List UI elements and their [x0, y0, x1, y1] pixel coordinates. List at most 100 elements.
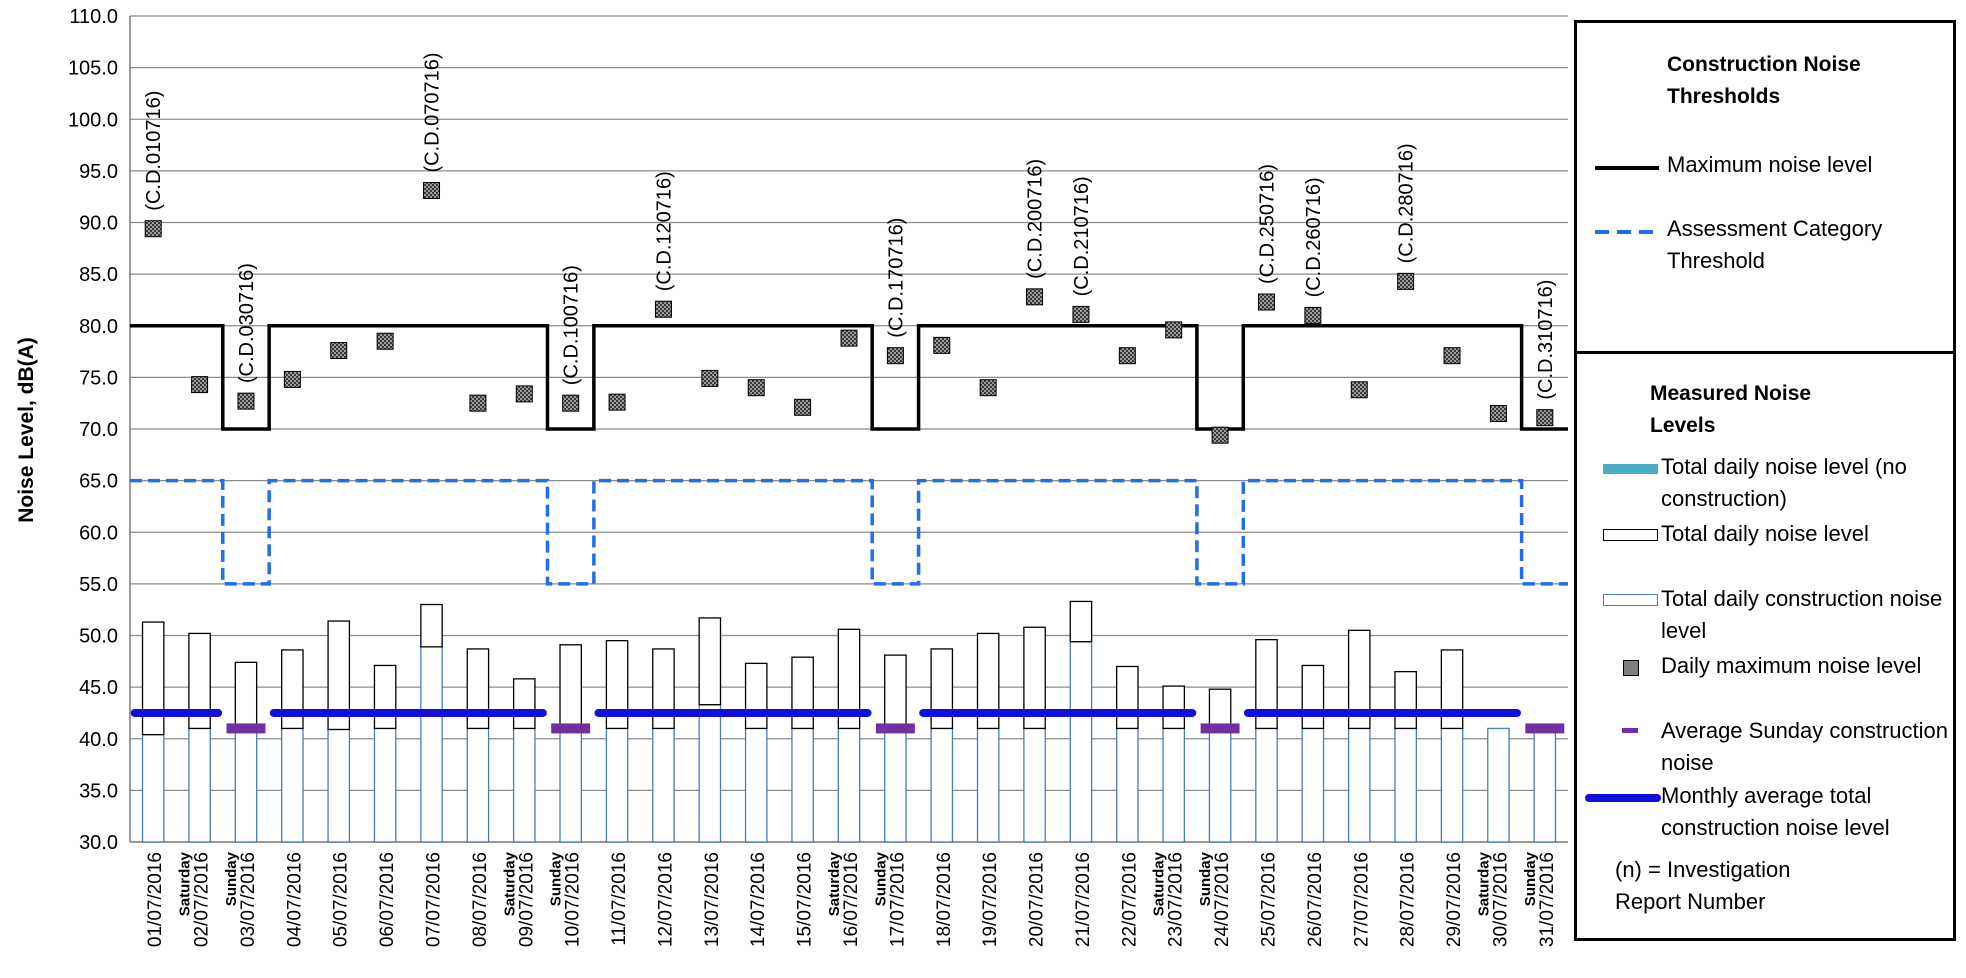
- y-tick-label: 30.0: [79, 832, 118, 854]
- x-tick-label: 28/07/2016: [1398, 852, 1419, 947]
- construction-bar: [884, 727, 907, 843]
- x-tick-label: 24/07/2016: [1212, 852, 1233, 947]
- y-tick-label: 85.0: [79, 264, 118, 286]
- total-daily-bar: [837, 628, 861, 730]
- total-daily-bar: [512, 678, 536, 730]
- investigation-annotation: (C.D.030716): [236, 263, 258, 383]
- daily-max-marker: [1350, 381, 1368, 399]
- x-tick-label: 18/07/2016: [934, 852, 955, 947]
- x-tick-label: 01/07/2016: [145, 852, 166, 947]
- legend-item-sunday-avg: Average Sunday construction noise: [1661, 718, 1948, 775]
- x-tick-label: 07/07/2016: [424, 852, 445, 947]
- legend-item-monthly-avg: Monthly average total construction noise…: [1661, 783, 1890, 840]
- total-daily-bar: [605, 640, 629, 730]
- maximum-noise-level-line: [130, 324, 1568, 431]
- total-daily-bar: [744, 662, 768, 730]
- total-daily-bar: [234, 661, 258, 730]
- total-daily-bar: [1301, 664, 1325, 730]
- investigation-annotation: (C.D.200716): [1025, 159, 1047, 279]
- y-tick-label: 35.0: [79, 780, 118, 802]
- legend-item-total-daily: Total daily noise level: [1661, 521, 1869, 546]
- legend-item-construction: Total daily construction noise level: [1661, 586, 1943, 643]
- total-daily-bar: [1394, 670, 1417, 730]
- total-daily-bar: [1023, 626, 1046, 730]
- construction-bar: [1301, 727, 1325, 843]
- total-daily-bar: [1208, 688, 1232, 730]
- construction-bar: [281, 727, 304, 843]
- daily-max-marker: [1211, 426, 1229, 444]
- total-daily-bar: [1116, 665, 1139, 730]
- total-daily-bar: [1162, 685, 1186, 730]
- x-tick-label: 22/07/2016: [1119, 852, 1140, 947]
- x-tick-label: 11/07/2016: [609, 852, 630, 946]
- legend-item-no-construction: Total daily noise level (no construction…: [1661, 454, 1907, 511]
- investigation-annotation: (C.D.280716): [1396, 143, 1418, 263]
- daily-max-marker: [191, 376, 209, 394]
- x-tick-label: 19/07/2016: [980, 852, 1001, 947]
- legend-thresholds: Construction Noise Thresholds Maximum no…: [1574, 20, 1956, 362]
- total-daily-bar: [1347, 629, 1371, 730]
- construction-bar: [930, 727, 954, 843]
- daily-max-marker: [376, 332, 394, 350]
- construction-bar: [1023, 727, 1046, 843]
- x-tick-label: 21/07/2016: [1073, 852, 1094, 947]
- x-tick-label: 10/07/2016: [563, 852, 584, 947]
- investigation-annotation: (C.D.250716): [1256, 164, 1278, 284]
- total-daily-bar: [420, 603, 443, 648]
- construction-swatch: [1603, 594, 1658, 606]
- daily-max-marker: [330, 342, 348, 360]
- x-tick-label: 08/07/2016: [470, 852, 491, 947]
- x-tick-label: 23/07/2016: [1166, 852, 1187, 947]
- x-tick-label: 17/07/2016: [887, 852, 908, 947]
- total-daily-bar: [930, 648, 954, 730]
- total-daily-bar: [976, 632, 1000, 730]
- x-tick-label: 09/07/2016: [516, 852, 537, 947]
- construction-bar: [976, 727, 1000, 843]
- x-day-label: Saturday: [826, 851, 843, 916]
- daily-max-marker: [1397, 272, 1415, 290]
- total-daily-bar: [559, 644, 582, 732]
- x-day-label: Saturday: [1475, 851, 1492, 916]
- daily-max-marker: [794, 398, 812, 416]
- construction-bar: [512, 727, 536, 843]
- total-daily-bar: [327, 620, 351, 731]
- construction-bar: [791, 727, 814, 843]
- daily-max-marker: [840, 329, 858, 347]
- x-day-label: Sunday: [1197, 851, 1214, 906]
- y-axis-label: Noise Level, dB(A): [15, 337, 38, 523]
- y-tick-label: 40.0: [79, 729, 118, 751]
- y-tick-label: 75.0: [79, 367, 118, 389]
- daily-max-marker: [1536, 409, 1554, 427]
- daily-max-marker: [654, 300, 672, 318]
- construction-bar: [141, 733, 165, 843]
- investigation-annotation: (C.D.120716): [653, 171, 675, 291]
- construction-bar: [466, 727, 490, 843]
- daily-max-marker-swatch: [1623, 660, 1639, 676]
- x-tick-label: 27/07/2016: [1351, 852, 1372, 947]
- x-tick-label: 15/07/2016: [795, 852, 816, 947]
- daily-max-marker: [1304, 306, 1322, 324]
- total-daily-bar: [884, 654, 907, 730]
- construction-bar: [1533, 727, 1557, 843]
- x-day-label: Sunday: [872, 851, 889, 906]
- construction-bar: [1440, 727, 1464, 843]
- y-tick-label: 110.0: [69, 6, 118, 28]
- x-tick-label: 14/07/2016: [748, 852, 769, 947]
- x-tick-label: 20/07/2016: [1027, 852, 1048, 947]
- daily-max-marker: [701, 369, 719, 387]
- total-daily-bar: [281, 649, 304, 730]
- daily-max-marker: [608, 393, 626, 411]
- daily-max-marker: [469, 394, 487, 412]
- legend-max-label: Maximum noise level: [1667, 152, 1873, 177]
- investigation-annotation: (C.D.070716): [422, 52, 444, 172]
- sunday-average-mark: [551, 723, 591, 734]
- daily-max-marker: [144, 220, 162, 238]
- total-daily-bar: [698, 617, 722, 706]
- legend-note: (n) = Investigation Report Number: [1615, 857, 1791, 914]
- total-daily-bar: [373, 664, 397, 730]
- daily-max-marker: [1489, 405, 1507, 423]
- y-tick-label: 90.0: [79, 213, 118, 235]
- y-tick-label: 45.0: [79, 677, 118, 699]
- x-tick-label: 26/07/2016: [1305, 852, 1326, 947]
